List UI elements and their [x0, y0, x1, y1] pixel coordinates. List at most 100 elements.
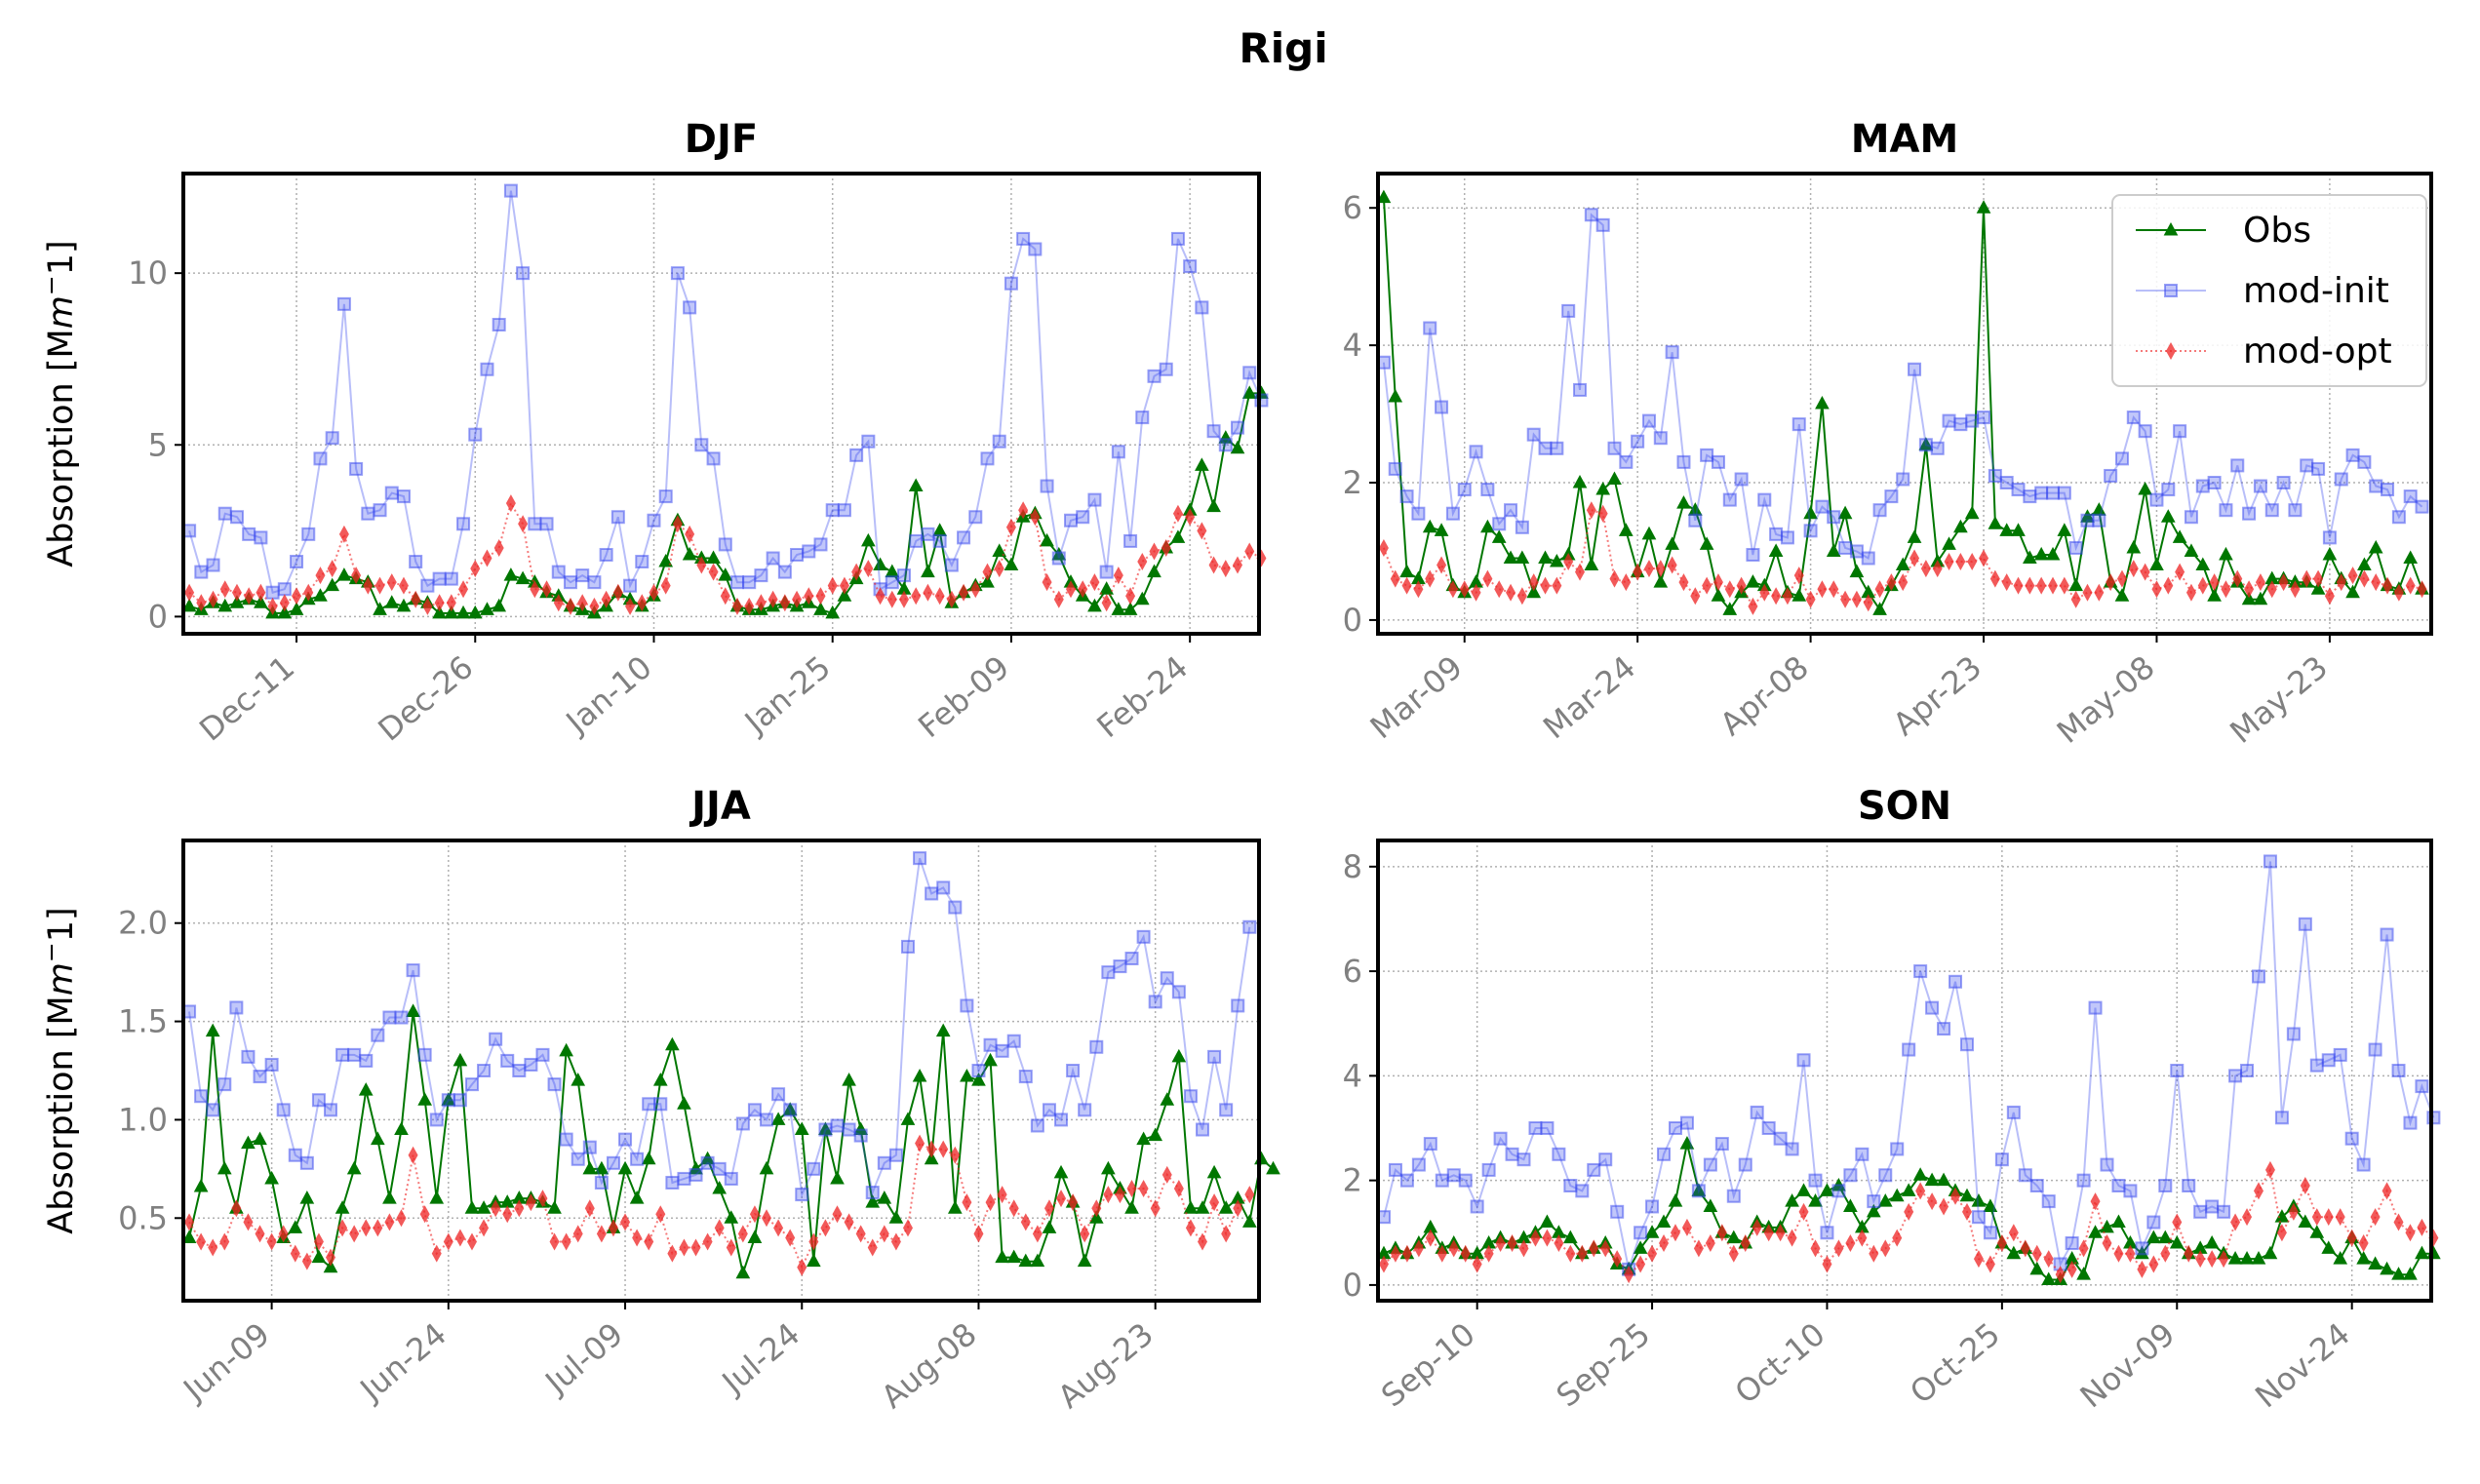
data-point-init: [480, 362, 494, 376]
data-point-opt: [982, 563, 993, 581]
data-point-obs: [2403, 550, 2419, 565]
data-point-init: [1423, 321, 1437, 335]
data-point-opt: [196, 594, 207, 612]
y-tick-label: 1.5: [118, 1003, 168, 1040]
data-point-opt: [785, 1229, 796, 1247]
data-point-init: [347, 1047, 362, 1062]
x-tick-label: Aug-08: [874, 1315, 983, 1416]
data-point-obs: [336, 567, 352, 581]
data-point-opt: [1635, 1255, 1646, 1273]
data-point-opt: [2276, 1224, 2287, 1242]
data-point-obs: [1195, 457, 1209, 471]
series-obs: [1376, 189, 2429, 615]
data-point-obs: [2333, 1251, 2348, 1265]
data-point-opt: [518, 515, 529, 533]
data-point-opt: [1655, 560, 1666, 578]
data-point-obs: [2298, 1214, 2313, 1229]
data-point-init: [1665, 345, 1679, 360]
data-point-init: [888, 1148, 903, 1162]
data-point-opt: [303, 583, 314, 602]
data-point-init: [1937, 1022, 1951, 1036]
data-point-init: [1458, 1173, 1473, 1188]
data-point-opt: [337, 1219, 348, 1237]
data-point-init: [409, 555, 423, 569]
data-point-opt: [589, 597, 600, 615]
data-point-opt: [679, 1238, 689, 1257]
data-point-init: [971, 1064, 986, 1077]
data-point-init: [2253, 479, 2267, 493]
data-point-opt: [514, 1199, 525, 1218]
panel-title: JJA: [689, 784, 751, 829]
data-point-init: [1965, 413, 1980, 428]
data-point-init: [807, 1161, 821, 1176]
data-point-init: [1446, 1168, 1461, 1183]
data-point-init: [1016, 231, 1031, 246]
legend-marker-init: [2164, 284, 2178, 297]
data-point-opt: [1702, 576, 1712, 595]
data-point-obs: [1195, 1200, 1210, 1214]
data-point-init: [382, 1010, 397, 1025]
data-point-init: [1688, 513, 1703, 527]
data-point-obs: [865, 1194, 881, 1208]
data-point-opt: [361, 1219, 372, 1237]
data-point-obs: [2011, 523, 2026, 536]
data-point-init: [371, 1028, 385, 1042]
data-point-obs: [2345, 584, 2360, 599]
data-point-init: [1714, 1137, 1729, 1152]
series-init: [1376, 854, 2441, 1276]
data-point-obs: [1999, 523, 2015, 536]
data-point-opt: [1886, 573, 1897, 592]
data-point-opt: [1437, 556, 1447, 574]
data-point-opt: [1748, 597, 1758, 615]
data-point-obs: [1907, 529, 1922, 543]
data-point-opt: [1985, 1255, 1995, 1273]
data-point-init: [1183, 259, 1198, 274]
data-point-init: [1089, 1039, 1104, 1054]
data-point-opt: [1068, 1193, 1079, 1212]
data-point-init: [2029, 1179, 2044, 1192]
data-point-obs: [759, 1160, 774, 1175]
data-point-opt: [1185, 1219, 1196, 1237]
data-point-opt: [565, 597, 575, 615]
data-point-obs: [2100, 1219, 2114, 1233]
data-point-opt: [184, 1213, 195, 1231]
data-point-obs: [2321, 1240, 2337, 1254]
data-point-opt: [1173, 1180, 1184, 1198]
data-point-opt: [1197, 522, 1207, 540]
data-point-obs: [2138, 482, 2152, 495]
x-tick-label: Aug-23: [1050, 1315, 1160, 1416]
data-point-init: [1066, 1064, 1081, 1077]
data-point-opt: [1705, 1234, 1715, 1252]
data-point-init: [1598, 1152, 1613, 1167]
data-point-opt: [756, 594, 767, 612]
data-point-obs: [1959, 1188, 1975, 1202]
data-point-init: [896, 568, 911, 583]
data-point-obs: [658, 553, 674, 567]
data-point-opt: [244, 587, 255, 605]
data-point-opt: [1378, 1255, 1389, 1273]
data-point-init: [582, 1140, 597, 1154]
data-point-obs: [1711, 588, 1726, 602]
data-point-obs: [1480, 519, 1495, 533]
data-point-opt: [1927, 1192, 1938, 1211]
data-point-opt: [655, 1205, 666, 1224]
data-point-obs: [2239, 1251, 2255, 1265]
x-tick-label: Nov-24: [2248, 1315, 2357, 1415]
data-point-obs: [492, 598, 507, 612]
data-point-init: [575, 568, 590, 583]
data-point-init: [1505, 1147, 1519, 1161]
data-point-obs: [1503, 550, 1518, 565]
data-point-init: [2311, 461, 2326, 476]
data-point-init: [706, 451, 721, 466]
y-tick-label: 2.0: [118, 905, 168, 942]
data-point-opt: [493, 538, 504, 557]
y-tick-label: 2: [1343, 464, 1362, 501]
data-point-init: [1480, 483, 1495, 497]
data-point-opt: [2128, 560, 2139, 578]
data-point-init: [647, 513, 661, 527]
data-point-init: [1231, 420, 1245, 435]
data-point-opt: [644, 1232, 654, 1251]
data-point-init: [441, 1093, 455, 1108]
data-point-opt: [1612, 1250, 1623, 1269]
data-point-init: [1803, 524, 1818, 538]
